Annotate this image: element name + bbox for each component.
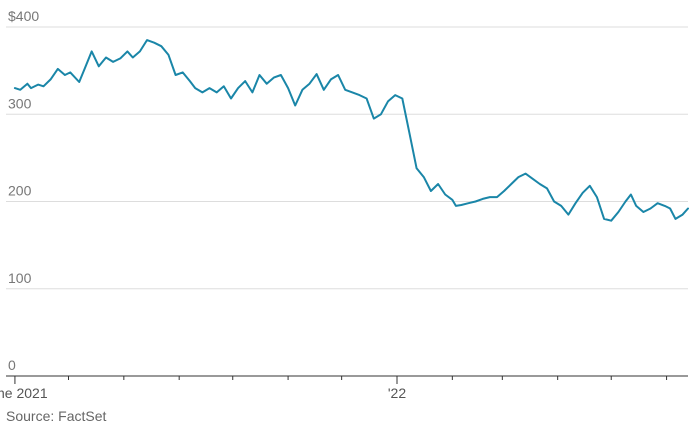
y-tick-label: 300 — [8, 95, 32, 111]
source-note: Source: FactSet — [6, 408, 107, 424]
x-tick-label: June 2021 — [0, 385, 48, 401]
y-tick-label: $400 — [8, 8, 39, 24]
series-line — [13, 39, 689, 222]
gridlines — [6, 26, 688, 290]
y-tick-label: 0 — [8, 357, 16, 373]
x-axis-ticks: June 2021 '22 — [0, 376, 668, 401]
y-axis-tick-labels: $400 300 200 100 0 — [8, 8, 39, 373]
x-tick-label: '22 — [388, 385, 406, 401]
y-tick-label: 200 — [8, 183, 32, 199]
y-tick-label: 100 — [8, 270, 32, 286]
